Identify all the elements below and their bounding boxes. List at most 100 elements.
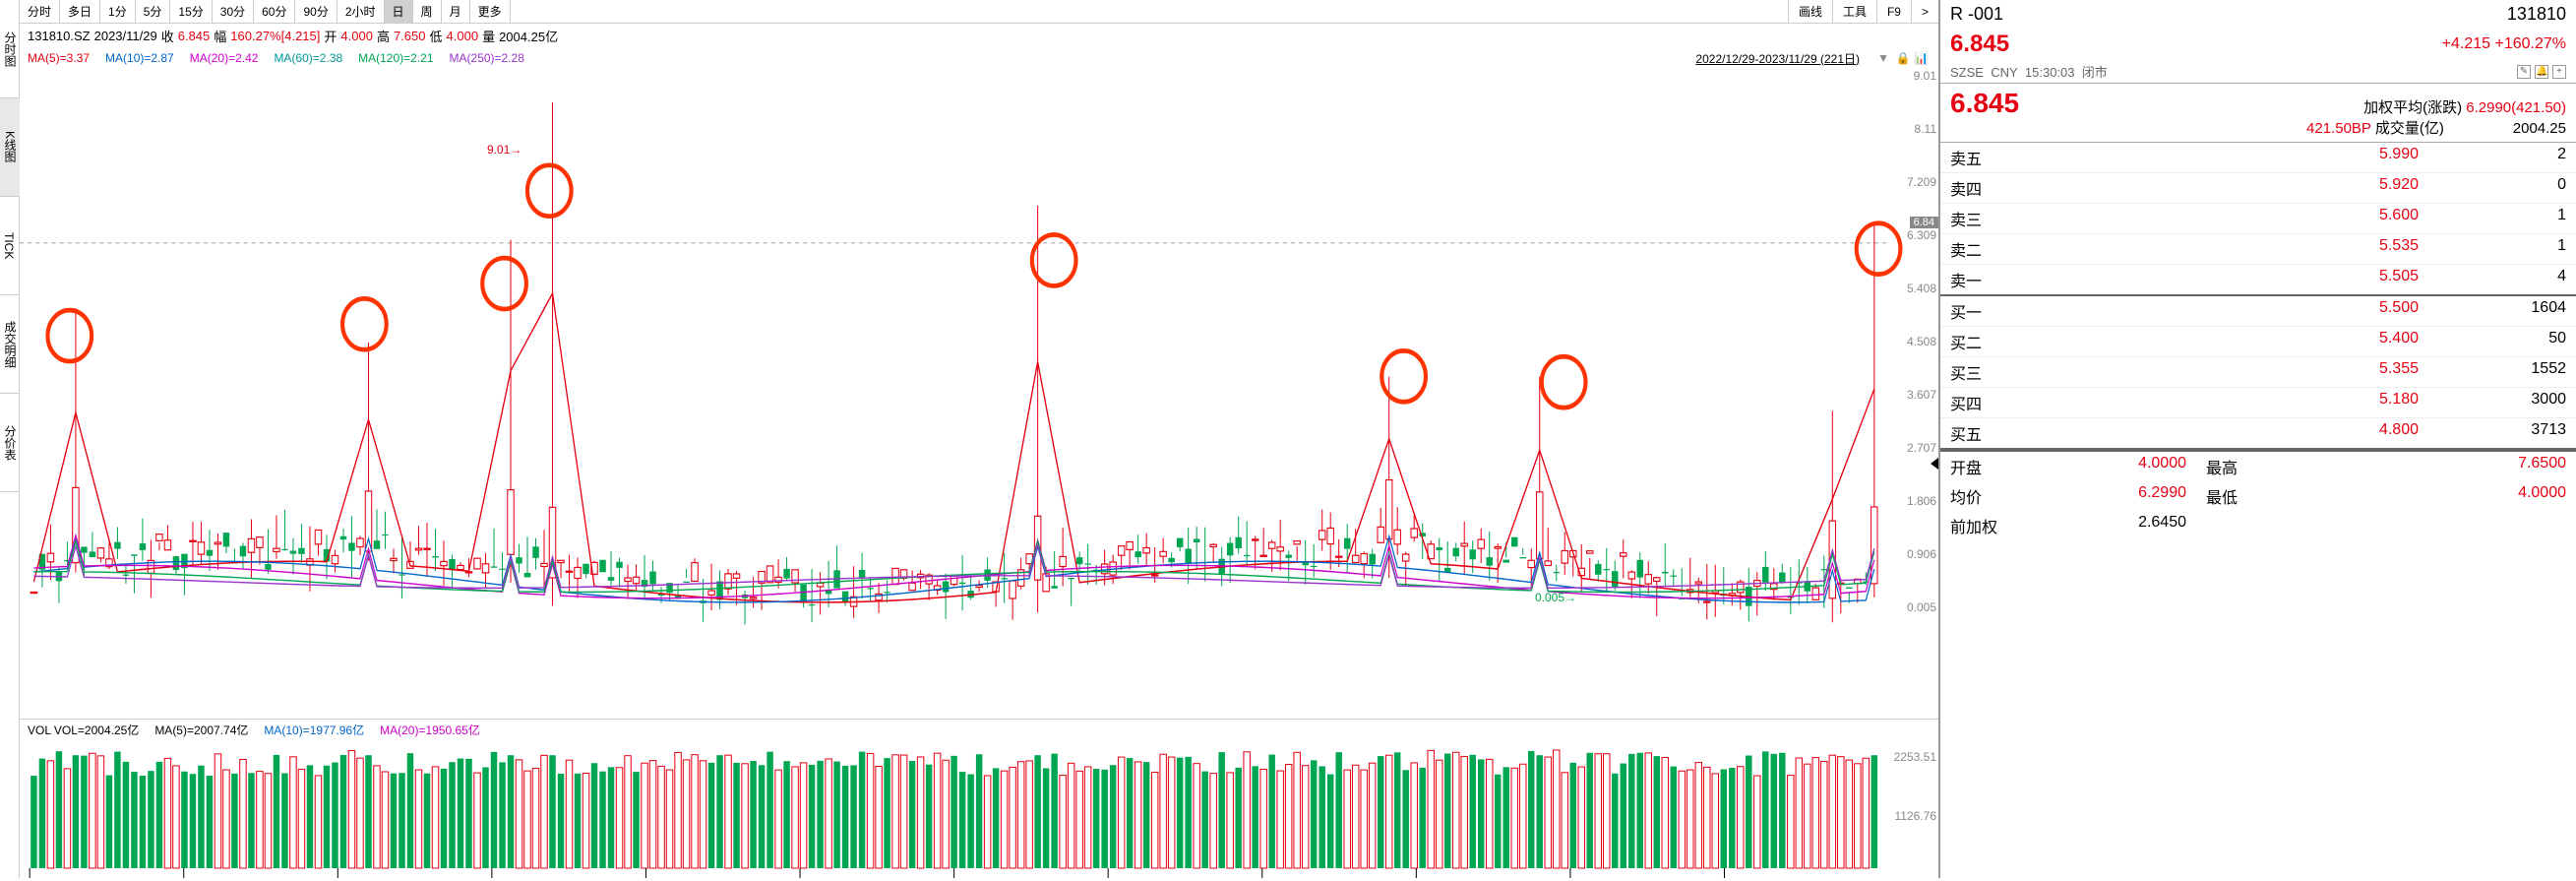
amp-label: 幅 <box>214 27 226 45</box>
timeframe-2小时[interactable]: 2小时 <box>337 0 385 23</box>
indicator-arrow-icon <box>1931 458 1938 470</box>
timeframe-月[interactable]: 月 <box>442 0 470 23</box>
y-tick: 6.309 <box>1907 228 1936 242</box>
stat-row: 开盘4.0000最高7.6500 <box>1940 452 2576 481</box>
timeframe-toolbar: 分时多日1分5分15分30分60分90分2小时日周月更多 画线工具F9> <box>20 0 1938 24</box>
quote-panel: R -001 131810 6.845 +4.215 +160.27% SZSE… <box>1938 0 2576 878</box>
vol-y-tick: 2253.51 <box>1894 750 1936 764</box>
low-label: 低 <box>430 27 443 45</box>
peak-label: 9.01→ <box>487 143 521 157</box>
ma250-label: MA(250)=2.28 <box>450 51 524 65</box>
low-value: 4.000 <box>447 29 479 43</box>
ask-row: 卖三5.6001 <box>1940 204 2576 234</box>
ma20-label: MA(20)=2.42 <box>190 51 259 65</box>
edit-icon[interactable]: ✎ <box>2517 65 2531 79</box>
ask-row: 卖一5.5054 <box>1940 265 2576 296</box>
high-label: 高 <box>377 27 390 45</box>
change-pct: +160.27% <box>2494 35 2566 52</box>
stat-row: 前加权2.6450 <box>1940 511 2576 540</box>
status: 闭市 <box>2082 65 2108 80</box>
weighted-label: 加权平均(涨跌) <box>2363 99 2462 116</box>
security-name: R -001 <box>1950 4 2003 25</box>
date: 2023/11/29 <box>94 29 157 43</box>
timeframe-5分[interactable]: 5分 <box>136 0 171 23</box>
y-tick: 5.408 <box>1907 282 1936 295</box>
ask-row: 卖二5.5351 <box>1940 234 2576 265</box>
timeframe-15分[interactable]: 15分 <box>170 0 212 23</box>
bp: 421.50BP <box>2306 120 2371 137</box>
timeframe-周[interactable]: 周 <box>413 0 442 23</box>
amp-value: 160.27%[4.215] <box>230 29 320 43</box>
symbol: 131810.SZ <box>28 29 91 43</box>
date-range[interactable]: 2022/12/29-2023/11/29 (221日) <box>1695 50 1860 67</box>
ask-row: 卖五5.9902 <box>1940 143 2576 173</box>
vol-ma5: MA(5)=2007.74亿 <box>154 722 248 738</box>
y-tick: 9.01 <box>1914 69 1936 83</box>
sidebar-item-0[interactable]: 分时图 <box>0 0 20 98</box>
vol-ma20: MA(20)=1950.65亿 <box>380 722 480 738</box>
quote-time: 15:30:03 <box>2025 65 2075 80</box>
bid-row: 买三5.3551552 <box>1940 357 2576 388</box>
timeframe-90分[interactable]: 90分 <box>295 0 337 23</box>
currency: CNY <box>1991 65 2017 80</box>
volume-chart[interactable]: 2253.51 1126.76 <box>20 740 1938 878</box>
vol-bar: VOL VOL=2004.25亿 MA(5)=2007.74亿 MA(10)=1… <box>20 719 1938 740</box>
lock-icon[interactable]: 🔒 📊 <box>1896 51 1929 65</box>
tool-工具[interactable]: 工具 <box>1832 0 1876 24</box>
bid-row: 买二5.40050 <box>1940 327 2576 357</box>
bid-row: 买五4.8003713 <box>1940 418 2576 450</box>
big-price: 6.845 <box>1950 88 2019 119</box>
y-tick: 2.707 <box>1907 441 1936 455</box>
ma10-label: MA(10)=2.87 <box>105 51 174 65</box>
timeframe-分时[interactable]: 分时 <box>20 0 60 23</box>
sidebar-item-4[interactable]: 分价表 <box>0 394 20 492</box>
open-value: 4.000 <box>340 29 373 43</box>
sidebar-item-2[interactable]: TICK <box>0 197 20 295</box>
ma5-label: MA(5)=3.37 <box>28 51 90 65</box>
timeframe-60分[interactable]: 60分 <box>254 0 295 23</box>
ma60-label: MA(60)=2.38 <box>274 51 342 65</box>
vol-l: 成交量(亿) <box>2375 120 2444 137</box>
change: +4.215 <box>2442 35 2490 52</box>
bell-icon[interactable]: 🔔 <box>2535 65 2548 79</box>
ma-bar: MA(5)=3.37 MA(10)=2.87 MA(20)=2.42 MA(60… <box>20 47 1938 69</box>
plus-icon[interactable]: + <box>2552 65 2566 79</box>
close-label: 收 <box>161 27 174 45</box>
timeframe-日[interactable]: 日 <box>385 0 413 23</box>
tool-画线[interactable]: 画线 <box>1788 0 1832 24</box>
y-tick: 3.607 <box>1907 388 1936 402</box>
vol-title: VOL VOL=2004.25亿 <box>28 722 139 738</box>
tool->[interactable]: > <box>1911 0 1938 24</box>
dropdown-icon[interactable]: ▼ <box>1877 51 1889 65</box>
timeframe-1分[interactable]: 1分 <box>100 0 136 23</box>
last-price: 6.845 <box>1950 31 2009 58</box>
y-tick: 7.209 <box>1907 175 1936 189</box>
vol-ma10: MA(10)=1977.96亿 <box>264 722 364 738</box>
sidebar-item-1[interactable]: K线图 <box>0 98 20 197</box>
bottom-label: 0.005→ <box>1535 591 1576 604</box>
stat-row: 均价6.2990最低4.0000 <box>1940 481 2576 511</box>
timeframe-更多[interactable]: 更多 <box>470 0 511 23</box>
bid-row: 买一5.5001604 <box>1940 296 2576 327</box>
vol-y-tick: 1126.76 <box>1895 809 1937 823</box>
ma120-label: MA(120)=2.21 <box>358 51 433 65</box>
price-badge: 6.84 <box>1910 217 1938 228</box>
vol-value: 2004.25亿 <box>499 27 558 45</box>
timeframe-30分[interactable]: 30分 <box>213 0 254 23</box>
open-label: 开 <box>324 27 337 45</box>
info-bar: 131810.SZ 2023/11/29 收 6.845 幅 160.27%[4… <box>20 24 1938 47</box>
y-tick: 1.806 <box>1907 494 1936 508</box>
sidebar-item-3[interactable]: 成交明细 <box>0 295 20 394</box>
weighted-value: 6.2990(421.50) <box>2466 99 2566 116</box>
candle-chart[interactable]: 9.018.117.2096.3095.4084.5083.6072.7071.… <box>20 69 1938 719</box>
y-tick: 8.11 <box>1915 122 1936 136</box>
high-value: 7.650 <box>394 29 426 43</box>
y-tick: 0.005 <box>1907 600 1936 614</box>
security-code: 131810 <box>2507 4 2566 25</box>
vol-label: 量 <box>482 27 495 45</box>
tool-F9[interactable]: F9 <box>1876 0 1911 24</box>
vol-v: 2004.25 <box>2448 120 2566 137</box>
timeframe-多日[interactable]: 多日 <box>60 0 100 23</box>
close-value: 6.845 <box>178 29 211 43</box>
y-tick: 0.906 <box>1907 547 1936 561</box>
